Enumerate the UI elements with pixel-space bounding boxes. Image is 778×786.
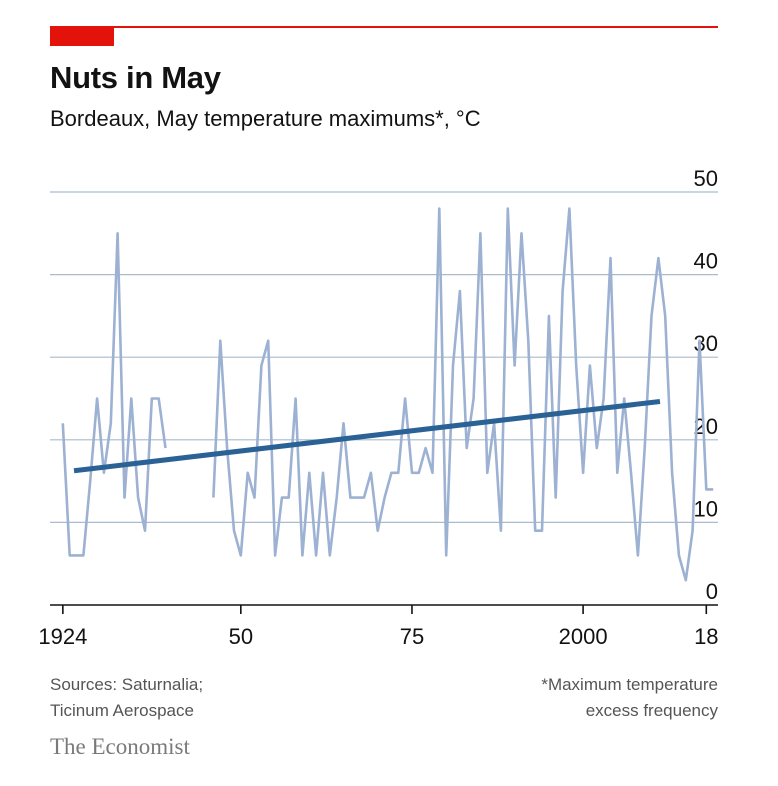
footnote: *Maximum temperature excess frequency <box>541 672 718 724</box>
top-rule <box>50 26 718 28</box>
source-line-2: Ticinum Aerospace <box>50 701 194 720</box>
footnote-line-2: excess frequency <box>585 701 718 720</box>
x-tick-labels: 1924 50 75 2000 18 <box>38 624 718 649</box>
temperature-line-segment-1 <box>61 232 167 557</box>
x-tick-label: 2000 <box>559 624 608 649</box>
y-tick-label: 50 <box>694 166 718 191</box>
grid-lines <box>50 191 718 524</box>
temperature-line-segment-2 <box>212 207 714 582</box>
y-tick-label: 30 <box>694 331 718 356</box>
y-tick-label: 10 <box>694 496 718 521</box>
temperature-series <box>61 207 714 582</box>
x-tick-label: 50 <box>229 624 253 649</box>
x-axis <box>50 604 718 614</box>
trend-line <box>73 398 661 474</box>
brand-red-tab <box>50 26 114 46</box>
x-tick-label: 18 <box>694 624 718 649</box>
chart-subtitle: Bordeaux, May temperature maximums*, °C <box>50 106 481 131</box>
y-tick-label: 0 <box>706 579 718 604</box>
source-note: Sources: Saturnalia; Ticinum Aerospace <box>50 672 203 724</box>
y-tick-label: 40 <box>694 249 718 274</box>
chart-title: Nuts in May <box>50 60 221 95</box>
economist-logo: The Economist <box>50 734 190 759</box>
footnote-line-1: *Maximum temperature <box>541 675 718 694</box>
trend-series <box>73 398 661 474</box>
source-line-1: Sources: Saturnalia; <box>50 675 204 694</box>
x-tick-label: 1924 <box>38 624 87 649</box>
x-tick-label: 75 <box>400 624 424 649</box>
